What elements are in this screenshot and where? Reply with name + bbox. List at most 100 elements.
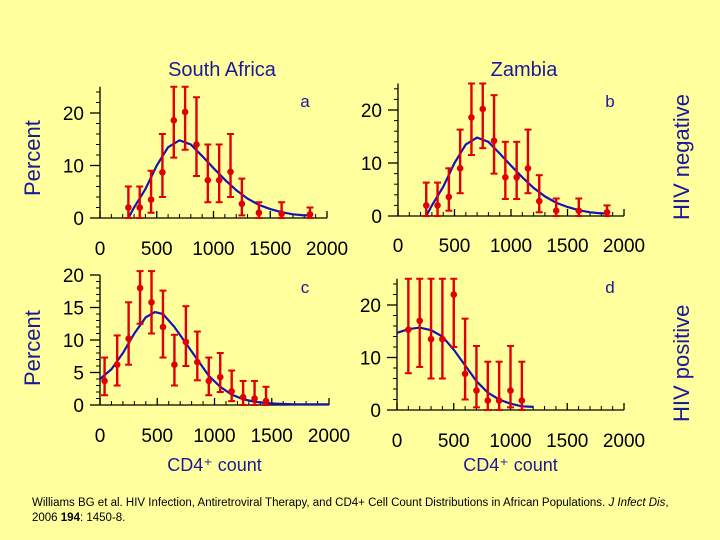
x-tick-label: 2000 (308, 426, 350, 447)
data-point (239, 393, 247, 401)
panel-c: 0 500 1000 1500 2000 0 5 10 15 20 c CD4⁺ count (63, 266, 350, 475)
y-tick-label: 5 (73, 364, 84, 385)
data-point (502, 174, 509, 181)
citation-journal: J Infect Dis (608, 497, 666, 509)
citation-year: , 2006 (32, 497, 669, 524)
panel-a: 0 500 1000 1500 2000 0 10 20 South Africa a (63, 59, 348, 260)
data-point (101, 377, 108, 385)
x-tick-label: 0 (393, 236, 404, 257)
data-point (113, 361, 121, 369)
x-tick-label: 500 (141, 239, 173, 260)
y-tick-label: 20 (360, 296, 381, 317)
data-point (416, 317, 424, 325)
data-point (216, 373, 224, 381)
data-point (204, 176, 212, 184)
y-tick-label: 20 (63, 266, 84, 287)
x-tick-label: 1500 (546, 431, 588, 452)
data-point (484, 397, 492, 404)
y-tick-label: 15 (63, 299, 84, 320)
data-point (181, 108, 189, 116)
citation-pages: : 1450-8. (79, 512, 126, 524)
data-point (227, 168, 234, 176)
x-tick-label: 1000 (192, 239, 234, 260)
data-point (182, 338, 190, 346)
citation-text: Williams BG et al. HIV Infection, Antire… (32, 497, 609, 509)
data-point (262, 397, 270, 405)
data-point (171, 361, 178, 369)
data-point (456, 165, 464, 172)
data-point (439, 335, 446, 343)
data-point (215, 176, 223, 184)
x-tick-label: 2000 (306, 239, 348, 260)
data-point (238, 200, 246, 208)
data-point (159, 323, 167, 331)
data-point (461, 370, 469, 378)
data-point (136, 284, 144, 292)
data-point (125, 335, 132, 343)
data-point (495, 397, 503, 404)
data-point (125, 204, 132, 211)
panel-b: 0 500 1000 1500 2000 0 10 20 Zambia b (361, 59, 645, 257)
y-tick-label: 20 (361, 101, 382, 122)
data-point (479, 105, 487, 113)
x-tick-label: 1000 (193, 426, 235, 447)
citation: Williams BG et al. HIV Infection, Antire… (32, 496, 672, 526)
data-point (434, 202, 441, 209)
label-hiv-negative: HIV negative (669, 94, 694, 220)
data-point (468, 114, 475, 121)
data-point (193, 141, 200, 148)
data-point (507, 387, 514, 394)
panel-d: 0 500 1000 1500 2000 0 10 20 d CD4⁺ count (360, 277, 645, 475)
data-point (422, 202, 430, 209)
x-axis-label: CD4⁺ count (167, 455, 262, 475)
data-point (278, 210, 285, 218)
x-tick-label: 2000 (603, 236, 645, 257)
y-tick-label: 0 (73, 396, 84, 417)
data-point (228, 388, 235, 395)
y-tick-label: 0 (73, 209, 84, 230)
data-point (306, 211, 314, 218)
data-point (405, 326, 412, 333)
y-tick-label: 20 (63, 104, 84, 125)
x-axis-label: CD4⁺ count (463, 455, 558, 475)
panel-letter: d (605, 278, 614, 297)
data-point (170, 117, 178, 124)
data-point (427, 335, 435, 343)
panel-letter: a (300, 92, 310, 111)
data-point (524, 165, 532, 172)
data-point (513, 174, 520, 181)
y-tick-label: 10 (361, 154, 382, 175)
y-tick-label: 10 (360, 349, 381, 370)
y-tick-label: 10 (63, 157, 84, 178)
citation-volume: 194 (60, 512, 80, 524)
panel-title: South Africa (168, 59, 277, 81)
x-tick-label: 0 (95, 426, 106, 447)
data-point (490, 137, 498, 145)
x-tick-label: 500 (141, 426, 173, 447)
label-hiv-positive: HIV positive (669, 305, 694, 422)
data-point (603, 208, 611, 216)
data-point (147, 196, 155, 203)
panel-letter: c (301, 278, 310, 297)
data-point (136, 204, 144, 211)
x-tick-label: 500 (439, 236, 471, 257)
panel-title: Zambia (491, 59, 559, 81)
fitted-curve (99, 310, 329, 406)
x-tick-label: 2000 (603, 431, 645, 452)
data-point (159, 169, 166, 176)
x-tick-label: 0 (392, 431, 403, 452)
y-tick-label: 10 (63, 331, 84, 352)
data-point (445, 193, 453, 201)
y-tick-label: 0 (370, 401, 381, 422)
data-point (148, 299, 155, 306)
x-tick-label: 0 (95, 239, 106, 260)
y-label-percent-bottom: Percent (20, 310, 45, 386)
y-label-percent-top: Percent (20, 120, 45, 196)
data-point (450, 291, 458, 298)
x-tick-label: 1000 (489, 431, 531, 452)
data-point (251, 395, 258, 402)
data-point (535, 197, 543, 205)
x-tick-label: 1500 (546, 236, 588, 257)
data-point (552, 207, 560, 214)
